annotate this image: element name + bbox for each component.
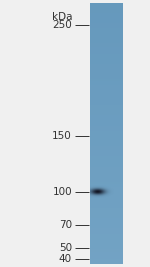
Text: 50: 50 — [59, 243, 72, 253]
Text: 40: 40 — [59, 254, 72, 264]
Text: 100: 100 — [52, 187, 72, 197]
Text: 150: 150 — [52, 131, 72, 141]
Text: kDa: kDa — [52, 11, 72, 22]
Text: 250: 250 — [52, 20, 72, 30]
Text: 70: 70 — [59, 220, 72, 230]
